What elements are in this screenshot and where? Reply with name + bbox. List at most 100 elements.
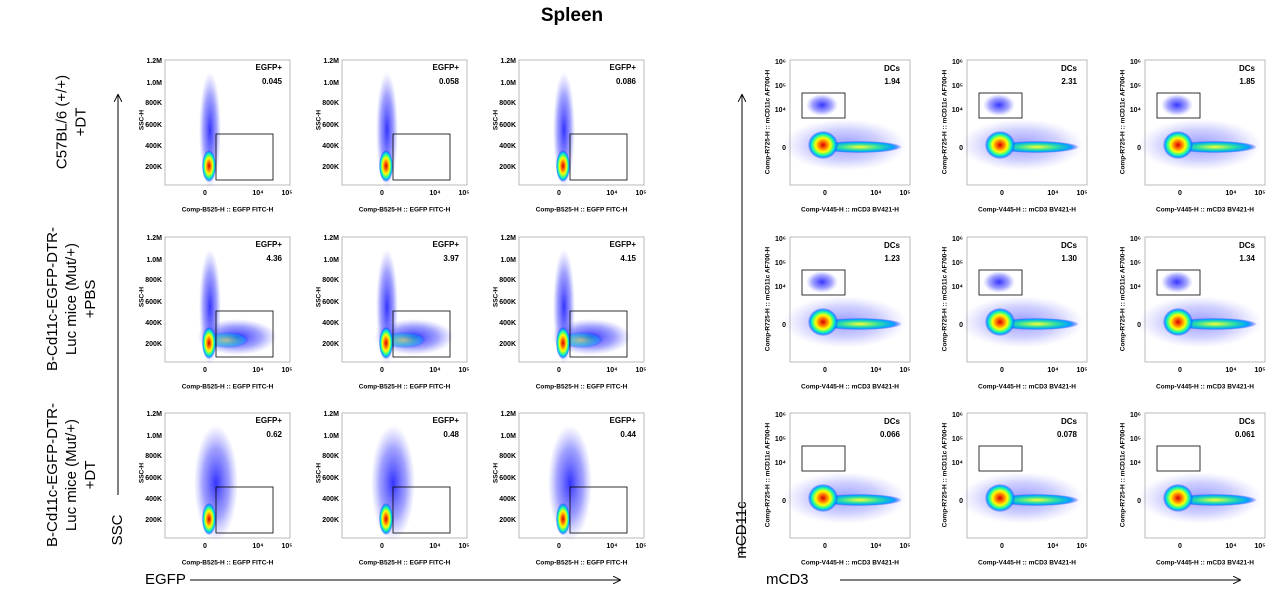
y-tick-label: 200K — [499, 164, 516, 171]
x-tick-label: 0 — [1000, 190, 1004, 197]
gate — [569, 486, 628, 534]
x-tick-label: 10⁵ — [458, 190, 469, 197]
row-label: +DT — [72, 108, 89, 137]
y-tick-label: 10⁵ — [775, 260, 786, 267]
y-tick-label: 0 — [1137, 498, 1141, 505]
y-tick-label: 0 — [782, 322, 786, 329]
density-tail — [995, 494, 1079, 506]
y-axis-label: SSC — [109, 514, 126, 545]
gate-label: DCs — [884, 417, 901, 426]
panel-y-title: Comp-R725-H :: mCD11c AF700-H — [765, 246, 772, 351]
gate-value: 0.44 — [620, 430, 636, 439]
panel-x-title: Comp-V445-H :: mCD3 BV421-H — [978, 560, 1076, 567]
x-tick-label: 10⁵ — [899, 543, 910, 550]
x-tick-label: 0 — [203, 190, 207, 197]
gate — [1156, 445, 1201, 472]
gate-label: DCs — [1239, 64, 1256, 73]
panel-x-title: Comp-V445-H :: mCD3 BV421-H — [801, 207, 899, 214]
gate-value: 1.30 — [1061, 254, 1077, 263]
y-tick-label: 10⁶ — [1130, 236, 1141, 243]
density-tail — [995, 141, 1079, 153]
y-tick-label: 400K — [499, 143, 516, 150]
y-tick-label: 1.2M — [323, 411, 339, 418]
density-core — [202, 503, 216, 535]
panel-x-title: Comp-B525-H :: EGFP FITC-H — [536, 384, 628, 391]
gate-label: EGFP+ — [256, 416, 283, 425]
x-tick-label: 10⁵ — [1254, 543, 1265, 550]
gate-value: 1.94 — [884, 77, 900, 86]
density-core — [1163, 131, 1193, 159]
density-cloud — [806, 94, 838, 116]
y-tick-label: 0 — [782, 498, 786, 505]
y-tick-label: 0 — [782, 145, 786, 152]
y-tick-label: 600K — [322, 122, 339, 129]
gate-value: 4.36 — [266, 254, 282, 263]
density-core — [1163, 308, 1193, 336]
density-core — [808, 484, 838, 512]
gate — [392, 486, 451, 534]
y-tick-label: 1.0M — [323, 257, 339, 264]
y-tick-label: 1.0M — [500, 257, 516, 264]
x-tick-label: 10⁴ — [252, 543, 264, 550]
y-tick-label: 800K — [322, 100, 339, 107]
y-tick-label: 800K — [145, 453, 162, 460]
panel-y-title: SSC-H — [493, 463, 500, 484]
y-tick-label: 10⁴ — [775, 107, 787, 114]
panel-x-title: Comp-B525-H :: EGFP FITC-H — [359, 207, 451, 214]
y-tick-label: 1.2M — [146, 235, 162, 242]
gate-value: 0.62 — [266, 430, 282, 439]
gate — [978, 445, 1023, 472]
y-tick-label: 10⁵ — [952, 260, 963, 267]
gate-value: 1.85 — [1239, 77, 1255, 86]
y-tick-label: 10⁶ — [952, 236, 963, 243]
x-tick-label: 0 — [203, 367, 207, 374]
panel-y-title: SSC-H — [316, 287, 323, 308]
row-label: B-Cd11c-EGFP-DTR- — [44, 403, 61, 547]
x-tick-label: 10⁴ — [1047, 543, 1059, 550]
y-tick-label: 600K — [499, 475, 516, 482]
panel-y-title: Comp-R725-H :: mCD11c AF700-H — [765, 69, 772, 174]
panel-x-title: Comp-B525-H :: EGFP FITC-H — [359, 384, 451, 391]
gate-value: 4.15 — [620, 254, 636, 263]
x-tick-label: 10⁵ — [1254, 367, 1265, 374]
gate-value: 0.066 — [880, 430, 901, 439]
gate — [801, 445, 846, 472]
gate-label: EGFP+ — [610, 63, 637, 72]
density-core — [985, 308, 1015, 336]
gate-value: 3.97 — [443, 254, 459, 263]
panel-y-title: Comp-R725-H :: mCD11c AF700-H — [1120, 69, 1127, 174]
x-tick-label: 0 — [1178, 190, 1182, 197]
x-tick-label: 10⁵ — [635, 543, 646, 550]
x-tick-label: 10⁴ — [429, 367, 441, 374]
panel-y-title: Comp-R725-H :: mCD11c AF700-H — [942, 69, 949, 174]
density-core — [808, 308, 838, 336]
panel-x-title: Comp-V445-H :: mCD3 BV421-H — [1156, 560, 1254, 567]
x-tick-label: 10⁵ — [458, 367, 469, 374]
gate-label: DCs — [1061, 241, 1078, 250]
panel-x-title: Comp-B525-H :: EGFP FITC-H — [182, 560, 274, 567]
y-tick-label: 200K — [322, 164, 339, 171]
panel-x-title: Comp-V445-H :: mCD3 BV421-H — [1156, 384, 1254, 391]
y-tick-label: 10⁵ — [952, 83, 963, 90]
plot-frame — [518, 59, 645, 186]
density-core — [202, 327, 216, 359]
y-tick-label: 600K — [499, 122, 516, 129]
x-tick-label: 10⁵ — [635, 367, 646, 374]
y-tick-label: 800K — [499, 453, 516, 460]
x-tick-label: 10⁴ — [870, 543, 882, 550]
gate — [978, 269, 1023, 296]
x-tick-label: 10⁵ — [1076, 367, 1087, 374]
y-tick-label: 800K — [322, 277, 339, 284]
y-tick-label: 800K — [499, 100, 516, 107]
density-tail — [1173, 141, 1257, 153]
y-tick-label: 1.2M — [323, 58, 339, 65]
x-tick-label: 0 — [380, 543, 384, 550]
x-tick-label: 0 — [380, 190, 384, 197]
x-tick-label: 10⁴ — [606, 190, 618, 197]
y-tick-label: 10⁴ — [952, 460, 964, 467]
density-core — [556, 150, 570, 182]
density-cloud — [806, 271, 838, 293]
gate-value: 1.34 — [1239, 254, 1255, 263]
density-tail — [818, 494, 902, 506]
